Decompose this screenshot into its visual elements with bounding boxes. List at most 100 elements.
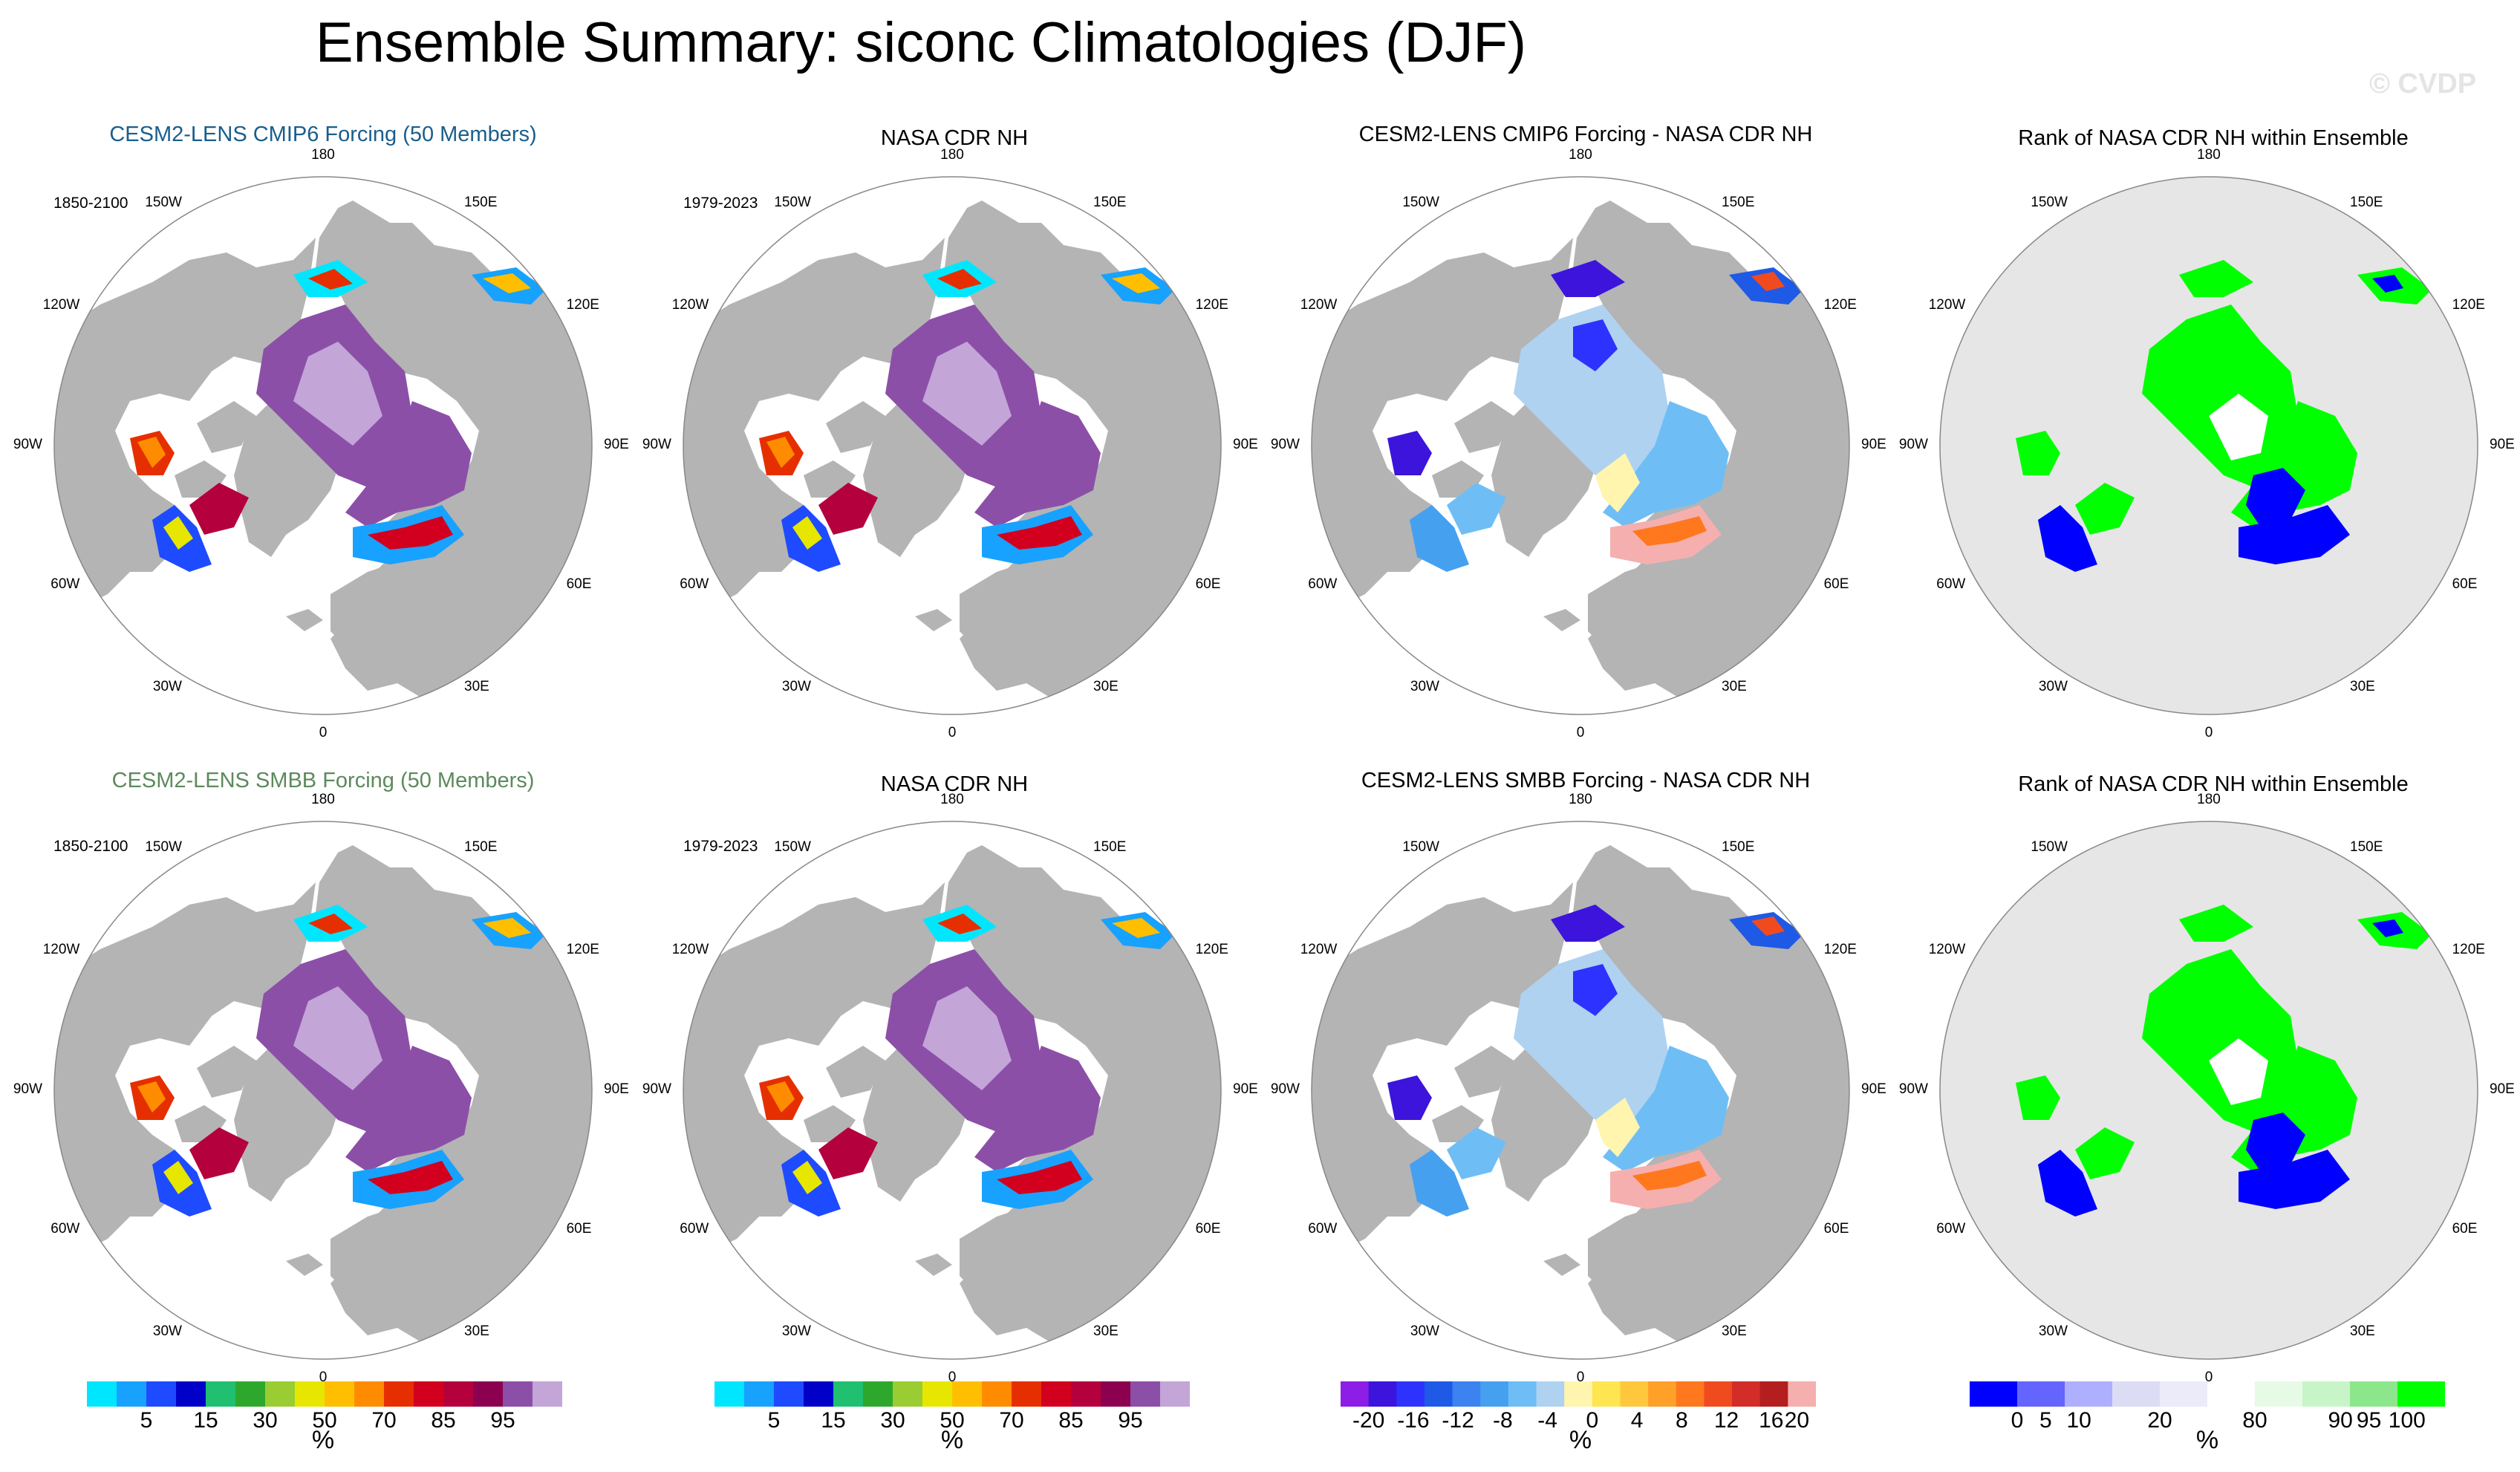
- colorbar-tick-label: 95: [490, 1408, 515, 1433]
- longitude-label: 60W: [680, 1221, 709, 1237]
- longitude-label: 150W: [1402, 195, 1439, 211]
- longitude-label: 30W: [2038, 1323, 2068, 1339]
- colorbar-swatch: [1368, 1381, 1397, 1407]
- colorbar-swatch: [1130, 1381, 1161, 1407]
- colorbar-swatch: [1101, 1381, 1131, 1407]
- colorbar-tick-label: -8: [1493, 1408, 1513, 1433]
- colorbar-swatch: [952, 1381, 983, 1407]
- colorbar-tick-label: 15: [193, 1408, 218, 1433]
- longitude-label: 180: [1569, 792, 1592, 807]
- colorbar-swatch: [1732, 1381, 1761, 1407]
- colorbar-swatch: [2255, 1381, 2303, 1407]
- longitude-label: 60W: [1936, 576, 1966, 592]
- colorbar-swatch: [744, 1381, 775, 1407]
- colorbar-swatch: [804, 1381, 834, 1407]
- longitude-label: 60W: [51, 576, 80, 592]
- longitude-label: 0: [948, 725, 957, 740]
- colorbar-tick-label: 15: [821, 1408, 846, 1433]
- colorbar-swatch: [2112, 1381, 2161, 1407]
- panel-title-smbb-minus-nasa: CESM2-LENS SMBB Forcing - NASA CDR NH: [1361, 769, 1811, 792]
- longitude-label: 120W: [671, 297, 709, 313]
- colorbar-swatch: [1592, 1381, 1621, 1407]
- longitude-label: 30E: [464, 1323, 489, 1339]
- longitude-label: 90W: [642, 1081, 671, 1097]
- panel-title-rank-1: Rank of NASA CDR NH within Ensemble: [2018, 126, 2409, 150]
- longitude-label: 30E: [2350, 1323, 2375, 1339]
- colorbar-tick-label: 50: [940, 1408, 965, 1433]
- colorbar-tick-label: 20: [1784, 1408, 1810, 1433]
- colorbar-tick-label: 5: [140, 1408, 153, 1433]
- longitude-label: 120W: [42, 297, 80, 313]
- longitude-label: 120E: [566, 942, 599, 957]
- colorbar-swatch: [117, 1381, 147, 1407]
- colorbar-swatch: [503, 1381, 533, 1407]
- colorbar-swatch: [354, 1381, 385, 1407]
- longitude-label: 150W: [2031, 195, 2068, 211]
- longitude-label: 150E: [1722, 195, 1755, 211]
- longitude-label: 120E: [1195, 297, 1228, 313]
- longitude-label: 0: [2204, 1370, 2213, 1385]
- colorbar-tick-label: 16: [1759, 1408, 1784, 1433]
- colorbar-swatch: [982, 1381, 1012, 1407]
- colorbar-swatch: [146, 1381, 177, 1407]
- panel-title-cmip6-minus-nasa: CESM2-LENS CMIP6 Forcing - NASA CDR NH: [1358, 123, 1813, 146]
- longitude-label: 150E: [1093, 195, 1127, 211]
- longitude-label: 90E: [1861, 437, 1886, 452]
- unit-label: %: [940, 1426, 964, 1454]
- longitude-label: 180: [2197, 792, 2221, 807]
- longitude-label: 60E: [566, 1221, 592, 1237]
- colorbar-swatch: [414, 1381, 444, 1407]
- longitude-label: 180: [311, 792, 335, 807]
- colorbar-swatch: [295, 1381, 325, 1407]
- period-label: 1979-2023: [683, 195, 758, 212]
- colorbar-swatch: [1012, 1381, 1042, 1407]
- longitude-label: 30E: [1722, 678, 1747, 694]
- period-label: 1979-2023: [683, 838, 758, 855]
- colorbar-swatch: [2207, 1381, 2256, 1407]
- map-smbb-minus-nasa: [1311, 821, 1850, 1360]
- colorbar-swatch: [893, 1381, 923, 1407]
- colorbar-tick-label: 10: [2066, 1408, 2091, 1433]
- period-label: 1850-2100: [53, 195, 128, 212]
- longitude-label: 90E: [1233, 437, 1258, 452]
- cvdp-watermark: © CVDP: [2369, 68, 2477, 100]
- longitude-label: 180: [940, 792, 964, 807]
- longitude-label: 30W: [152, 1323, 182, 1339]
- longitude-label: 150W: [774, 195, 811, 211]
- longitude-label: 0: [319, 725, 328, 740]
- main-title: Ensemble Summary: siconc Climatologies (…: [315, 11, 1527, 74]
- colorbar-swatch: [1396, 1381, 1425, 1407]
- longitude-label: 150W: [774, 839, 811, 856]
- colorbar-swatch: [774, 1381, 804, 1407]
- longitude-label: 0: [319, 1370, 328, 1385]
- colorbar-tick-label: 70: [371, 1408, 397, 1433]
- longitude-label: 120E: [566, 297, 599, 313]
- colorbar-swatch: [863, 1381, 893, 1407]
- longitude-label: 90E: [1233, 1081, 1258, 1097]
- colorbar-swatch: [87, 1381, 117, 1407]
- colorbar-swatch: [1704, 1381, 1733, 1407]
- colorbar-swatch: [1788, 1381, 1816, 1407]
- unit-label: %: [2195, 1426, 2219, 1454]
- longitude-label: 90E: [1861, 1081, 1886, 1097]
- longitude-label: 90E: [2490, 1081, 2515, 1097]
- colorbar-swatch: [473, 1381, 504, 1407]
- colorbar-swatch: [1648, 1381, 1677, 1407]
- colorbar-swatch: [265, 1381, 296, 1407]
- longitude-label: 60W: [1308, 1221, 1338, 1237]
- longitude-label: 0: [2204, 725, 2213, 740]
- colorbar-swatch: [1424, 1381, 1453, 1407]
- longitude-label: 60W: [680, 576, 709, 592]
- panel-title-nasa-cdr-1: NASA CDR NH: [880, 126, 1029, 150]
- longitude-label: 150W: [2031, 839, 2068, 856]
- colorbar-swatch: [1071, 1381, 1101, 1407]
- colorbar-swatch: [235, 1381, 266, 1407]
- longitude-label: 120W: [1928, 297, 1966, 313]
- longitude-label: 60W: [1308, 576, 1338, 592]
- colorbar-swatch: [176, 1381, 206, 1407]
- longitude-label: 0: [1576, 725, 1585, 740]
- longitude-label: 60W: [1936, 1221, 1966, 1237]
- period-label: 1850-2100: [53, 838, 128, 855]
- longitude-label: 30E: [2350, 678, 2375, 694]
- longitude-label: 120W: [671, 942, 709, 957]
